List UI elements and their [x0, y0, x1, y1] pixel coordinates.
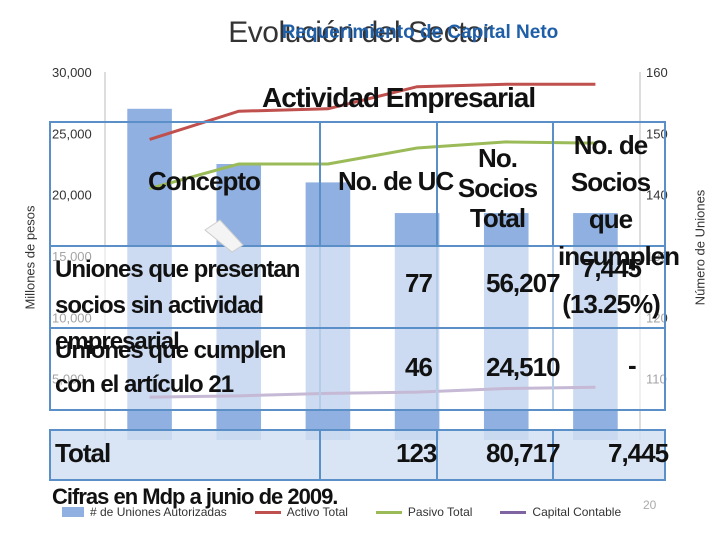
legend-item-activo: Activo Total	[254, 505, 348, 519]
legend-swatch-uniones	[62, 507, 84, 517]
header-no-socios: No. Socios Total	[457, 143, 538, 233]
footnote: Cifras en Mdp a junio de 2009.	[52, 484, 338, 509]
legend-swatch-activo	[254, 510, 281, 514]
y2-tick-label: 160	[646, 65, 668, 80]
table-row-frame-2	[49, 327, 666, 411]
legend-swatch-capital	[500, 510, 527, 514]
legend-label-activo: Activo Total	[286, 505, 348, 519]
line-pasivo-total	[149, 140, 596, 190]
table-title: Actividad Empresarial	[262, 82, 536, 113]
chart-subtitle-overlay: Requerimiento de Capital Neto	[281, 22, 559, 43]
legend-label-pasivo: Pasivo Total	[407, 505, 473, 519]
legend-item-pasivo: Pasivo Total	[375, 505, 473, 519]
table-total-frame	[49, 429, 666, 481]
legend: # de Uniones Autorizadas Activo Total Pa…	[62, 505, 621, 519]
y2-tick-label: 150	[646, 126, 668, 141]
y-tick-label: 30,000	[52, 65, 92, 80]
total-label: Total	[55, 438, 111, 468]
chart-title: Evolución del Sector	[228, 16, 492, 49]
y-tick-label: 20,000	[52, 188, 92, 203]
legend-swatch-pasivo	[375, 510, 402, 514]
header-incumplen: No. de Socios que incumplen	[558, 130, 680, 271]
arrow-shape	[204, 219, 244, 253]
row2-incumplen: -	[628, 350, 637, 380]
line-activo-total	[149, 82, 596, 141]
total-socios: 80,717	[486, 438, 561, 468]
y-tick-label: 25,000	[52, 126, 92, 141]
page-number: 20	[643, 498, 657, 512]
legend-item-uniones: # de Uniones Autorizadas	[62, 505, 227, 519]
table-row-frame-1	[49, 245, 666, 329]
row1-incumplen: 7,445 (13.25%)	[562, 253, 661, 319]
legend-label-uniones: # de Uniones Autorizadas	[90, 505, 227, 519]
total-uc: 123	[396, 438, 437, 468]
y2-tick-label: 140	[646, 188, 668, 203]
row1-socios: 56,207	[486, 268, 561, 298]
total-incumplen: 7,445	[608, 438, 669, 468]
legend-label-capital: Capital Contable	[532, 505, 622, 519]
row1-uc: 77	[405, 268, 433, 298]
legend-item-capital: Capital Contable	[500, 505, 621, 519]
row1-concepto: Uniones que presentan socios sin activid…	[55, 256, 300, 355]
row2-uc: 46	[405, 352, 433, 382]
header-no-uc: No. de UC	[338, 166, 454, 196]
row2-socios: 24,510	[486, 352, 561, 382]
row2-concepto: Uniones que cumplen con el artículo 21	[55, 337, 286, 398]
header-concepto: Concepto	[148, 166, 261, 196]
